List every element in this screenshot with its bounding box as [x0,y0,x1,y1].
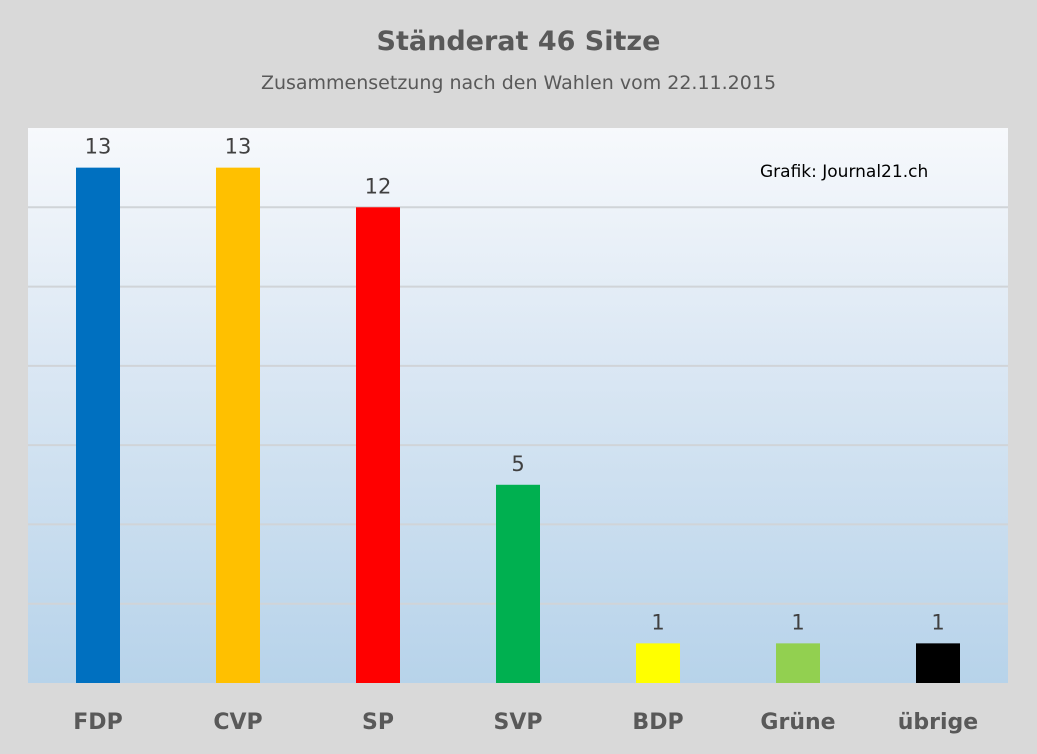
data-label: 12 [365,174,392,198]
bar-grüne [776,643,820,683]
chart-title: Ständerat 46 Sitze [376,26,661,57]
credit-annotation: Grafik: Journal21.ch [760,162,929,182]
data-label: 5 [511,452,524,476]
chart-subtitle: Zusammensetzung nach den Wahlen vom 22.1… [260,72,777,94]
x-tick-label: FDP [73,710,122,735]
data-label: 1 [651,610,664,634]
bar-svp [496,484,540,683]
bar-sp [356,207,400,684]
data-label: 13 [85,135,112,159]
x-tick-label: BDP [632,710,683,735]
bar-cvp [216,167,260,684]
x-tick-label: SP [362,710,394,735]
data-label: 1 [791,610,804,634]
x-tick-label: übrige [898,710,978,735]
bar-bdp [636,643,680,683]
bar-fdp [76,167,120,684]
x-tick-label: CVP [213,710,262,735]
bar-übrige [916,643,960,683]
x-tick-label: SVP [494,710,543,735]
data-label: 13 [225,135,252,159]
data-label: 1 [931,610,944,634]
x-tick-label: Grüne [760,710,835,735]
